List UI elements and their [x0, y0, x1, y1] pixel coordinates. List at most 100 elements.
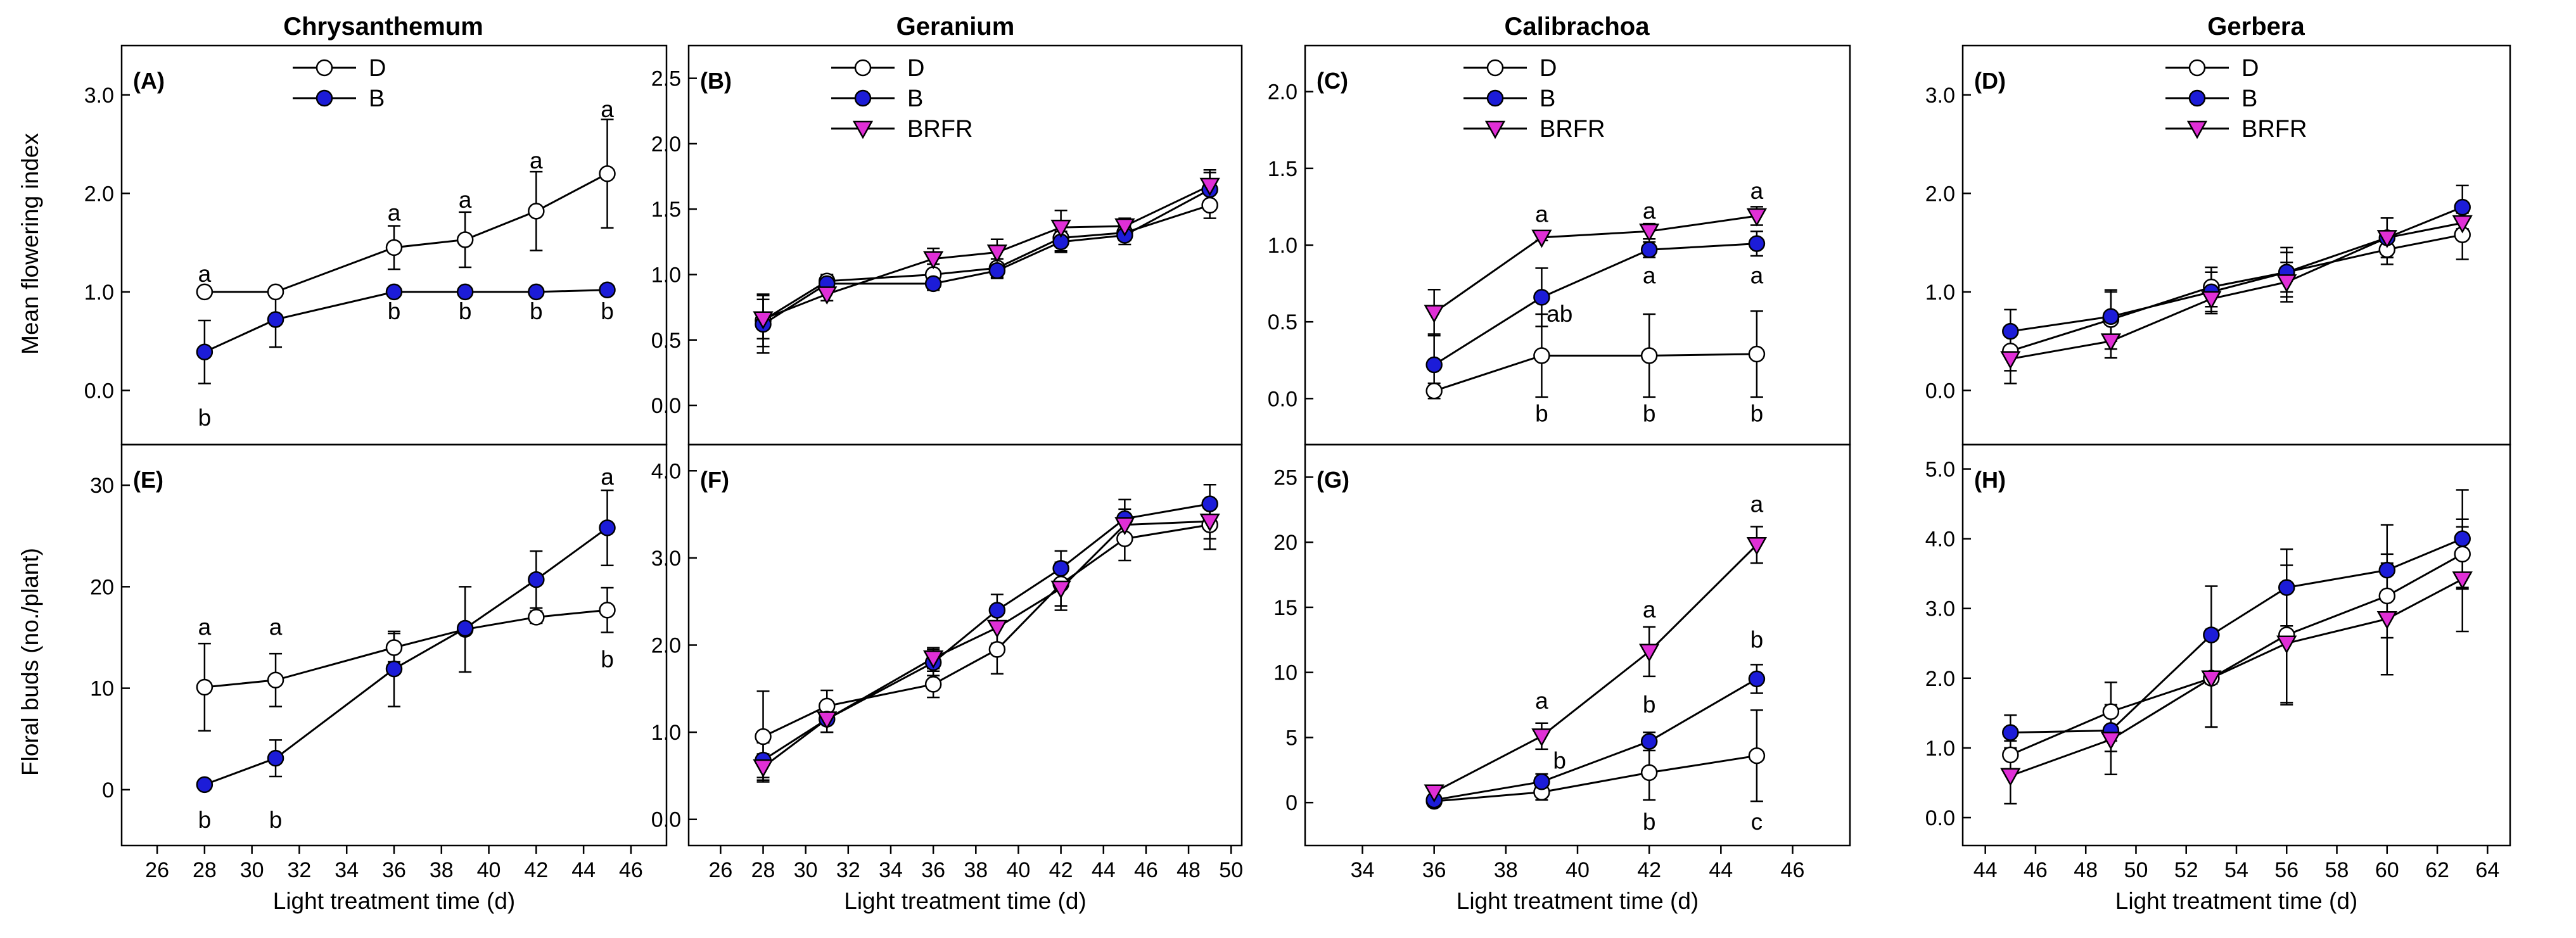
point-b	[2278, 579, 2295, 596]
ytick-label: 5.0	[1925, 458, 1955, 482]
series-line-b	[762, 188, 1211, 326]
ytick-label: 20	[1273, 531, 1298, 555]
xlabel: Light treatment time (d)	[273, 888, 515, 914]
significance-letter: b	[1750, 401, 1764, 427]
series-line-d	[204, 609, 608, 688]
point-brfr	[1531, 728, 1552, 747]
ylabel-mean-flowering-index: Mean flowering index	[17, 133, 43, 355]
ytick-label: 3.0	[1925, 597, 1955, 621]
xtick-label: 44	[1973, 858, 1998, 882]
panel-A: 0.0 1.0 2.0 3.0 (A) a b a b a b a b a b DB	[84, 44, 668, 446]
point-d	[528, 203, 545, 220]
series-line-brfr	[1433, 544, 1757, 794]
legend-entry-d: D	[293, 55, 386, 82]
point-d	[2102, 703, 2120, 720]
legend-entry-brfr: BRFR	[831, 116, 972, 143]
point-d	[385, 639, 403, 656]
legend-marker-d	[2188, 59, 2206, 77]
panel-G: 0 5 10 15 20 25 34 36 38 40 42 44 46 Light treatment …	[1273, 443, 1851, 914]
point-b	[196, 776, 214, 794]
significance-letter: b	[601, 647, 614, 673]
point-b	[1748, 670, 1766, 688]
point-brfr	[2376, 230, 2397, 248]
legend-entry-d: D	[831, 55, 924, 82]
legend-marker-d	[316, 59, 333, 77]
xtick-label: 38	[1494, 858, 1518, 882]
xlabel: Light treatment time (d)	[2115, 888, 2357, 914]
ytick-label: 4.0	[1925, 528, 1955, 552]
series-line-d	[2010, 553, 2463, 756]
series-line-d	[762, 204, 1211, 322]
legend-marker-b	[1486, 89, 1504, 107]
point-brfr	[986, 619, 1007, 638]
significance-letter: b	[1750, 626, 1764, 652]
series-line-b	[2010, 206, 2463, 333]
legend-marker-brfr	[2186, 120, 2208, 139]
significance-letter: b	[459, 298, 472, 324]
significance-letter: a	[388, 200, 401, 225]
legend-marker-b	[2188, 89, 2206, 107]
significance-letter: a	[601, 96, 614, 122]
point-d	[1748, 345, 1766, 363]
significance-letter: a	[1643, 262, 1656, 288]
panel-H: 0.0 1.0 2.0 3.0 4.0 5.0 44 46 48 50 52 54 56 58 60 62 64…	[1925, 443, 2511, 914]
series-line-b	[1434, 678, 1757, 801]
ytick-label: 0.0	[1925, 379, 1955, 403]
significance-letter: a	[1750, 262, 1764, 288]
series-line-b	[1433, 243, 1757, 366]
significance-letter: b	[1643, 809, 1656, 835]
series-line-brfr	[2010, 578, 2463, 777]
ytick-label: 4.0	[651, 459, 681, 483]
legend-entry-d: D	[1463, 55, 1557, 82]
point-b	[1533, 289, 1550, 306]
panel-E: 0 10 20 30 26 28 30 32 34 36 38 40 42 44 46 Light treat…	[90, 443, 668, 914]
legend-entry-brfr: BRFR	[1463, 116, 1605, 143]
point-brfr	[1050, 580, 1071, 599]
ytick-label: 1.0	[1268, 234, 1298, 258]
xtick-label: 58	[2325, 858, 2349, 882]
xtick-label: 44	[1092, 858, 1116, 882]
ytick-label: 2.0	[651, 634, 681, 658]
column-title-calibrachoa: Calibrachoa	[1505, 13, 1650, 41]
point-b	[2002, 322, 2019, 340]
significance-letter: b	[1535, 401, 1548, 427]
significance-letter: b	[1643, 692, 1656, 718]
ytick-label: 5	[1285, 726, 1298, 750]
point-brfr	[2000, 768, 2021, 787]
legend-entry-d: D	[2165, 55, 2259, 82]
legend-label: BRFR	[1540, 116, 1605, 143]
xtick-label: 46	[619, 858, 643, 882]
xtick-label: 52	[2174, 858, 2198, 882]
xtick-label: 50	[1219, 858, 1243, 882]
point-brfr	[817, 711, 838, 730]
xtick-label: 34	[1351, 858, 1375, 882]
ytick-label: 1.5	[651, 198, 681, 222]
ytick-label: 0.0	[651, 808, 681, 832]
significance-letter: c	[1751, 809, 1763, 835]
legend-label: B	[1540, 86, 1555, 112]
point-brfr	[1199, 177, 1220, 196]
significance-letter: a	[198, 261, 212, 287]
panel-label: (D)	[1974, 68, 2006, 94]
ytick-label: 2.0	[1925, 667, 1955, 691]
legend-marker-brfr	[1484, 120, 1506, 139]
legend-label: D	[2241, 55, 2259, 82]
xtick-label: 36	[1422, 858, 1446, 882]
point-brfr	[1050, 219, 1071, 238]
legend-marker-d	[854, 59, 872, 77]
point-d	[2378, 587, 2396, 605]
xtick-label: 26	[708, 858, 732, 882]
point-d	[456, 231, 474, 248]
significance-letter: b	[530, 298, 543, 324]
point-brfr	[2201, 291, 2222, 310]
ytick-label: 0.0	[1925, 806, 1955, 830]
xtick-label: 46	[1134, 858, 1158, 882]
xtick-label: 42	[524, 858, 548, 882]
point-d	[528, 609, 545, 626]
legend-label: D	[1540, 55, 1557, 82]
ytick-label: 0	[102, 778, 114, 802]
point-d	[196, 283, 214, 301]
ytick-label: 10	[1273, 661, 1298, 685]
xtick-label: 62	[2425, 858, 2449, 882]
